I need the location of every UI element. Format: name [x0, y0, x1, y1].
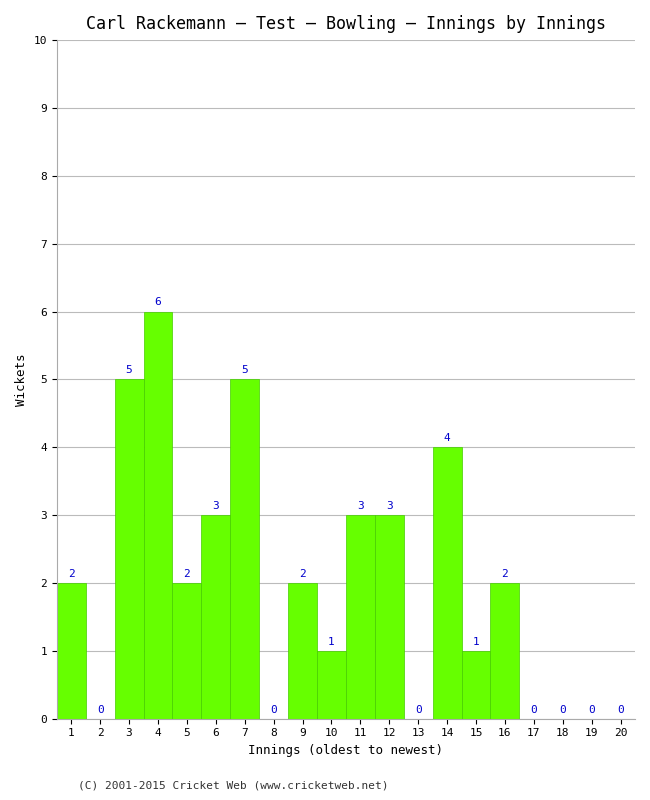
- Text: 0: 0: [588, 705, 595, 714]
- Text: 2: 2: [183, 569, 190, 579]
- Text: 0: 0: [415, 705, 422, 714]
- Text: 0: 0: [530, 705, 537, 714]
- Bar: [230, 379, 259, 718]
- Text: 2: 2: [502, 569, 508, 579]
- Bar: [202, 515, 230, 718]
- Text: 2: 2: [299, 569, 306, 579]
- Text: 2: 2: [68, 569, 75, 579]
- Y-axis label: Wickets: Wickets: [15, 353, 28, 406]
- Bar: [144, 311, 172, 718]
- Text: 6: 6: [155, 298, 161, 307]
- Bar: [288, 583, 317, 718]
- Bar: [491, 583, 519, 718]
- Bar: [172, 583, 202, 718]
- Text: 1: 1: [473, 637, 479, 646]
- Bar: [114, 379, 144, 718]
- Text: 0: 0: [270, 705, 277, 714]
- Bar: [346, 515, 375, 718]
- Bar: [375, 515, 404, 718]
- Text: 5: 5: [125, 366, 133, 375]
- Text: 1: 1: [328, 637, 335, 646]
- Bar: [462, 651, 491, 718]
- Text: 3: 3: [386, 501, 393, 511]
- Text: 5: 5: [241, 366, 248, 375]
- Text: (C) 2001-2015 Cricket Web (www.cricketweb.net): (C) 2001-2015 Cricket Web (www.cricketwe…: [78, 781, 389, 790]
- Bar: [433, 447, 462, 718]
- X-axis label: Innings (oldest to newest): Innings (oldest to newest): [248, 744, 443, 757]
- Text: 0: 0: [560, 705, 566, 714]
- Text: 4: 4: [444, 434, 450, 443]
- Bar: [317, 651, 346, 718]
- Text: 3: 3: [357, 501, 364, 511]
- Text: 0: 0: [617, 705, 624, 714]
- Title: Carl Rackemann – Test – Bowling – Innings by Innings: Carl Rackemann – Test – Bowling – Inning…: [86, 15, 606, 33]
- Text: 0: 0: [97, 705, 103, 714]
- Text: 3: 3: [213, 501, 219, 511]
- Bar: [57, 583, 86, 718]
